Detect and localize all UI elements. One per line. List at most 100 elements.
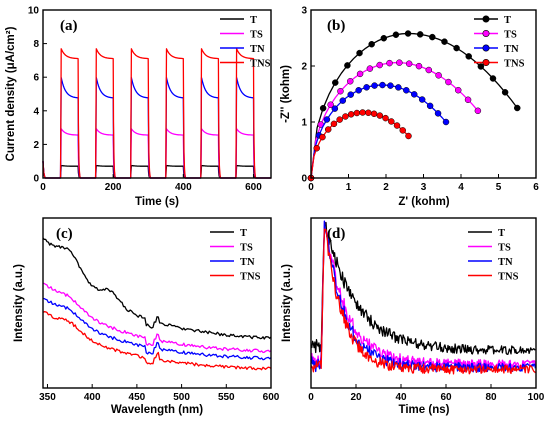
legend-label-t: T: [504, 15, 511, 26]
legend-label-tns: TNS: [504, 59, 525, 70]
data-point-tns: [324, 126, 332, 133]
data-point-tns: [319, 133, 326, 141]
data-point-ts: [435, 72, 442, 79]
data-point-t: [368, 40, 375, 48]
x-tick-label: 20: [350, 392, 362, 403]
data-point-tns: [376, 112, 384, 119]
data-point-t: [404, 30, 412, 37]
data-point-t: [416, 31, 424, 38]
x-tick-label: 350: [39, 392, 56, 403]
data-point-tns: [313, 144, 320, 152]
x-tick-label: 0: [308, 182, 314, 193]
data-point-tn: [403, 87, 410, 94]
data-point-tns: [399, 127, 407, 134]
data-point-tns: [336, 116, 343, 123]
panel-b-ylabel: -Z'' (kohm): [280, 65, 292, 123]
x-tick-label: 200: [105, 182, 122, 193]
x-tick-label: 550: [218, 392, 235, 403]
panel-a-legend: T TS TN TNS: [220, 15, 271, 70]
data-point-ts: [405, 60, 413, 67]
legend-label-t: T: [498, 228, 505, 239]
data-point-tn: [395, 84, 402, 91]
x-tick-label: 0: [308, 392, 314, 403]
data-point-ts: [337, 87, 344, 95]
x-tick-label: 600: [245, 182, 262, 193]
data-point-tn: [331, 105, 339, 112]
data-point-t: [356, 49, 363, 57]
data-point-tn: [379, 81, 386, 89]
series-line-t: [42, 237, 272, 340]
panel-a: 0 200 400 600 0 2 4 6 8 10 (a) Time (s) Current d…: [5, 6, 272, 208]
series-line-ts: [42, 282, 272, 354]
data-point-tns: [393, 122, 401, 129]
data-point-tns: [382, 114, 389, 122]
data-point-tn: [371, 82, 378, 89]
data-point-tn: [434, 110, 442, 117]
legend-label-tn: TN: [498, 257, 513, 268]
x-tick-label: 450: [129, 392, 146, 403]
panel-d-xlabel: Time (ns): [399, 404, 450, 416]
data-point-tn: [442, 118, 450, 126]
x-tick-label: 40: [395, 392, 407, 403]
data-point-tn: [323, 116, 331, 123]
panel-c-xlabel: Wavelength (nm): [111, 404, 203, 416]
legend-label-tn: TN: [250, 44, 265, 55]
legend-marker-ts: [482, 29, 490, 37]
panel-b-xlabel: Z' (kohm): [398, 196, 449, 208]
y-tick-label: 6: [33, 73, 39, 84]
panel-c-ylabel: Intensity (a.u.): [13, 264, 25, 342]
data-point-ts: [464, 96, 472, 104]
panel-d-ticks: 0 20 40 60 80 100: [308, 384, 545, 403]
series-line-t: [310, 32, 518, 179]
data-point-t: [344, 62, 351, 69]
x-tick-label: 1: [346, 182, 352, 193]
data-point-tns: [405, 132, 412, 140]
y-tick-label: 0: [301, 174, 307, 185]
legend-label-ts: TS: [498, 243, 511, 254]
x-tick-label: 60: [440, 392, 452, 403]
y-tick-label: 1: [301, 118, 307, 129]
legend-label-t: T: [250, 15, 257, 26]
panel-c-frame: [42, 217, 272, 389]
data-point-tn: [363, 84, 370, 91]
panel-c-series: [42, 237, 272, 371]
x-tick-label: 5: [496, 182, 502, 193]
series-line-t: [42, 161, 272, 179]
y-tick-label: 0: [33, 174, 39, 185]
panel-a-ticks: 0 200 400 600 0 2 4 6 8 10: [28, 6, 262, 194]
legend-marker-tns: [482, 58, 490, 66]
legend-marker-tn: [482, 44, 490, 52]
data-point-tns: [359, 109, 366, 116]
panel-b-legend: T TS TN TNS: [474, 15, 525, 70]
data-point-ts: [415, 62, 423, 70]
legend-marker-t: [482, 15, 490, 23]
data-point-ts: [396, 59, 403, 66]
y-tick-label: 10: [28, 6, 40, 17]
data-point-ts: [445, 78, 452, 86]
data-point-ts: [425, 66, 433, 74]
legend-label-ts: TS: [504, 30, 517, 41]
panel-b-series: [307, 30, 521, 182]
series-line-tns: [42, 311, 272, 371]
data-point-ts: [386, 59, 393, 67]
panel-a-series: [42, 48, 272, 179]
panel-d-label: (d): [327, 226, 345, 242]
panel-d-ylabel: Intensity (a.u.): [281, 264, 293, 342]
y-tick-label: 4: [33, 106, 39, 117]
data-point-ts: [366, 65, 374, 72]
panel-d-series: [310, 220, 537, 375]
data-point-ts: [454, 86, 462, 94]
panel-a-ylabel: Current density (μA/cm²): [5, 26, 17, 161]
data-point-t: [429, 33, 436, 41]
data-point-tn: [387, 82, 394, 89]
legend-label-t: T: [240, 228, 247, 239]
data-point-ts: [347, 78, 354, 85]
data-point-ts: [327, 101, 334, 108]
x-tick-label: 4: [458, 182, 464, 193]
data-point-t: [319, 104, 327, 112]
data-point-tns: [388, 118, 395, 125]
panel-c-label: (c): [56, 226, 73, 242]
data-point-t: [489, 75, 497, 82]
